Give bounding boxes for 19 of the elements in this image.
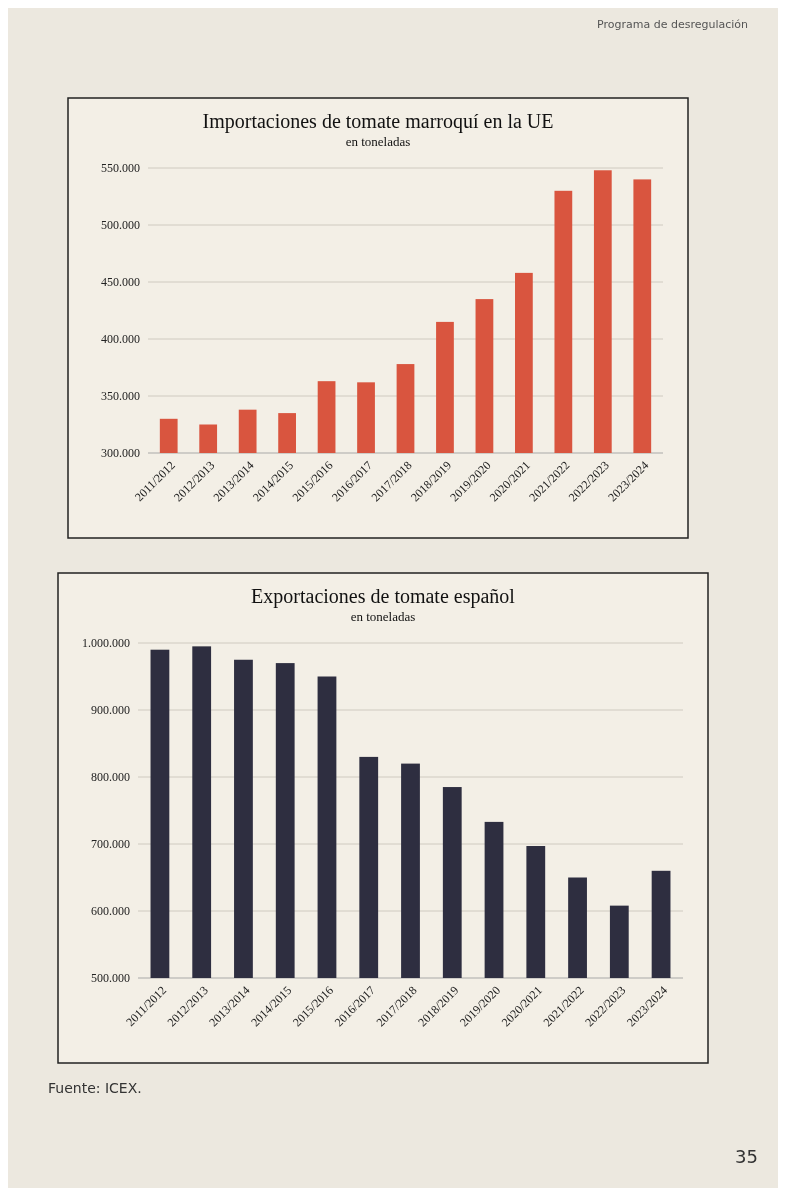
y-tick-label: 500.000 (91, 971, 130, 986)
y-tick-label: 700.000 (91, 837, 130, 852)
y-tick-label: 1.000.000 (82, 636, 130, 651)
chart-subtitle: en toneladas (350, 609, 416, 624)
y-tick-label: 600.000 (91, 904, 130, 919)
y-tick-label: 550.000 (101, 161, 140, 176)
y-tick-label: 800.000 (91, 770, 130, 785)
y-tick-label: 300.000 (101, 446, 140, 461)
source-note: Fuente: ICEX. (48, 1080, 142, 1096)
chart-title: Exportaciones de tomate español (251, 585, 516, 608)
text: Programa de desregulación (597, 18, 749, 31)
y-tick-label: 400.000 (101, 332, 140, 347)
chart-subtitle: en toneladas (345, 134, 411, 149)
text: 35 (735, 1146, 758, 1167)
y-tick-label: 350.000 (101, 389, 140, 404)
chart-title: Importaciones de tomate marroquí en la UE (202, 110, 554, 133)
y-tick-label: 450.000 (101, 275, 140, 290)
y-tick-label: 900.000 (91, 703, 130, 718)
y-tick-label: 500.000 (101, 218, 140, 233)
